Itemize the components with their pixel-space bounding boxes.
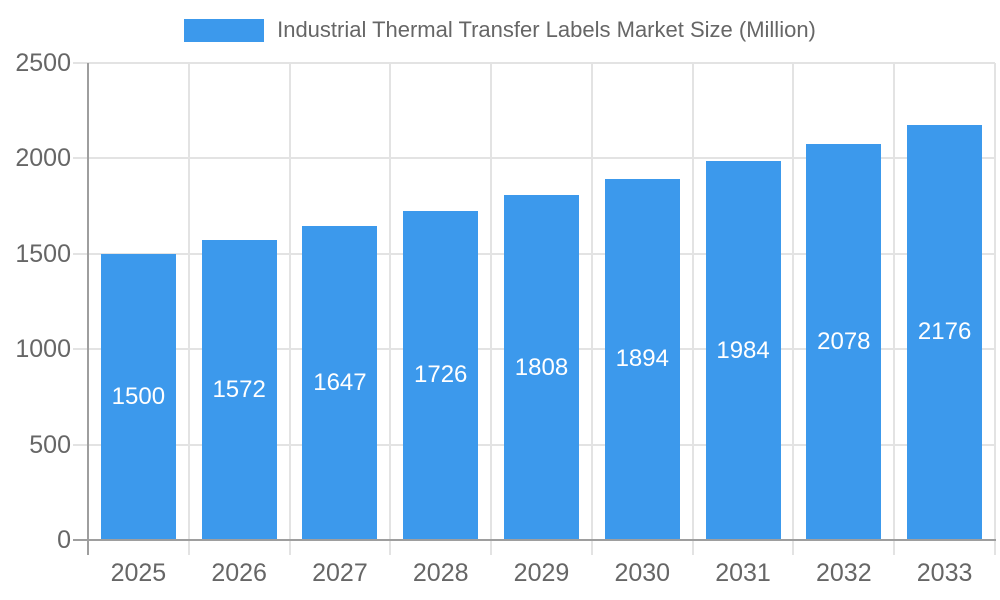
bar-value-2028: 1726	[414, 361, 468, 389]
y-axis-label-2500: 2500	[15, 49, 71, 77]
y-axis-tick-2000	[73, 157, 88, 160]
y-gridline-2000	[88, 157, 995, 160]
x-axis-tick-9	[994, 540, 996, 555]
bar-2026[interactable]	[201, 240, 277, 540]
x-axis-label-2026: 2026	[211, 559, 267, 587]
x-gridline-6	[691, 63, 694, 540]
y-axis-label-1500: 1500	[15, 239, 71, 268]
x-axis-label-2029: 2029	[513, 559, 570, 587]
x-axis-tick-0	[87, 540, 89, 555]
y-axis-tick-500	[73, 443, 88, 446]
x-axis-tick-1	[187, 540, 190, 555]
y-gridline-2500	[88, 62, 995, 64]
bar-2031[interactable]	[705, 161, 781, 540]
bar-2032[interactable]	[806, 143, 882, 540]
bar-value-2032: 2078	[817, 327, 871, 355]
bar-2025[interactable]	[100, 253, 176, 540]
bar-2028[interactable]	[403, 210, 479, 540]
x-axis-tick-7	[792, 540, 795, 555]
x-gridline-4	[490, 63, 493, 540]
bar-value-2027: 1647	[313, 368, 367, 396]
x-axis-tick-3	[389, 540, 392, 555]
x-axis-label-2032: 2032	[816, 559, 872, 587]
x-gridline-8	[893, 63, 896, 540]
x-axis-tick-6	[691, 540, 694, 555]
y-axis-tick-0	[73, 539, 88, 541]
x-axis-line	[87, 539, 996, 541]
legend-label: Industrial Thermal Transfer Labels Marke…	[277, 17, 816, 42]
bar-value-2025: 1500	[111, 382, 166, 410]
legend-swatch	[184, 18, 265, 42]
x-axis-label-2028: 2028	[412, 559, 469, 587]
x-gridline-5	[590, 63, 593, 540]
x-gridline-1	[187, 63, 190, 540]
x-gridline-9	[994, 63, 996, 540]
x-axis-label-2031: 2031	[715, 559, 771, 587]
x-axis-label-2030: 2030	[614, 559, 671, 587]
bar-2030[interactable]	[604, 178, 680, 540]
legend-item[interactable]: Industrial Thermal Transfer Labels Marke…	[0, 17, 1000, 43]
x-axis-tick-5	[590, 540, 593, 555]
x-axis-tick-4	[490, 540, 493, 555]
x-gridline-3	[389, 63, 392, 540]
y-axis-label-0: 0	[57, 526, 71, 554]
bar-2029[interactable]	[504, 195, 579, 540]
y-axis-tick-1000	[73, 348, 88, 351]
y-axis-label-1000: 1000	[15, 335, 71, 364]
x-axis-label-2025: 2025	[110, 559, 167, 587]
bar-2027[interactable]	[302, 225, 378, 540]
bar-value-2029: 1808	[514, 353, 569, 381]
x-axis-tick-2	[288, 540, 291, 555]
y-axis-tick-1500	[73, 252, 88, 255]
x-gridline-2	[288, 63, 291, 540]
y-axis-tick-2500	[73, 62, 88, 64]
y-axis-line	[87, 63, 89, 540]
bar-value-2033: 2176	[917, 318, 972, 346]
y-axis-label-500: 500	[29, 430, 71, 459]
x-axis-label-2027: 2027	[312, 559, 368, 587]
bar-value-2026: 1572	[212, 376, 266, 404]
bar-2033[interactable]	[907, 124, 983, 540]
bar-value-2030: 1894	[615, 345, 669, 373]
y-axis-label-2000: 2000	[15, 144, 71, 173]
bar-value-2031: 1984	[716, 336, 770, 364]
x-axis-label-2033: 2033	[916, 559, 973, 587]
x-axis-tick-8	[893, 540, 896, 555]
x-gridline-7	[792, 63, 795, 540]
